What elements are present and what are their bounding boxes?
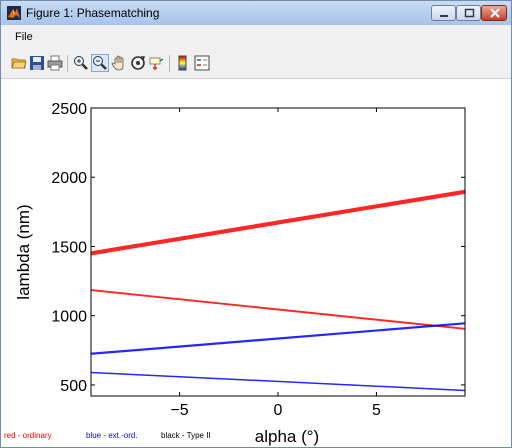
matlab-icon: [7, 6, 21, 20]
figure-canvas: [1, 79, 511, 447]
legend-blue-ext-ord: blue - ext.-ord.: [86, 431, 138, 440]
colorbar-icon[interactable]: [175, 55, 191, 71]
open-icon[interactable]: [11, 55, 27, 71]
x-tick-label: 5: [372, 402, 381, 419]
maximize-button[interactable]: [456, 5, 481, 21]
x-axis-label: alpha (°): [255, 427, 319, 446]
menu-file[interactable]: File: [15, 31, 33, 43]
y-tick-label: 500: [60, 378, 87, 395]
maximize-icon: [464, 8, 475, 18]
window-title: Figure 1: Phasematching: [26, 6, 160, 20]
legend-black-type-ii: black - Type II: [161, 431, 211, 440]
y-tick-label: 2000: [51, 170, 87, 187]
menu-bar: File: [1, 27, 511, 49]
series-blue-3: [90, 371, 466, 392]
phasematching-plot[interactable]: −5 0 5 500 1000 1500 2000 2500 alpha (°) lambda…: [0, 78, 510, 446]
close-button[interactable]: [481, 5, 507, 21]
y-axis-label: lambda (nm): [14, 204, 33, 299]
y-tick-label: 1000: [51, 309, 87, 326]
print-icon[interactable]: [47, 55, 63, 71]
minimize-icon: [440, 15, 448, 17]
zoom-out-icon[interactable]: [91, 54, 109, 72]
y-tick-label: 1500: [51, 239, 87, 256]
series-blue-2: [90, 322, 466, 355]
save-icon[interactable]: [29, 55, 45, 71]
minimize-button[interactable]: [431, 5, 456, 21]
rotate-icon[interactable]: [130, 55, 146, 71]
toolbar-separator: [169, 55, 170, 72]
legend-icon[interactable]: [194, 55, 210, 71]
pan-icon[interactable]: [111, 55, 127, 71]
toolbar-separator: [67, 55, 68, 72]
toolbar: [1, 49, 511, 79]
x-tick-label: 0: [274, 402, 283, 419]
y-tick-label: 2500: [51, 101, 87, 118]
series-red-1: [90, 289, 466, 330]
data-cursor-icon[interactable]: [148, 55, 164, 71]
x-tick-label: −5: [170, 402, 188, 419]
close-icon: [490, 8, 500, 18]
title-bar[interactable]: Figure 1: Phasematching: [1, 1, 511, 25]
axes-box: [90, 107, 466, 397]
zoom-in-icon[interactable]: [73, 55, 89, 71]
legend-red-ordinary: red - ordinary: [4, 431, 52, 440]
series-red-0: [90, 189, 466, 256]
